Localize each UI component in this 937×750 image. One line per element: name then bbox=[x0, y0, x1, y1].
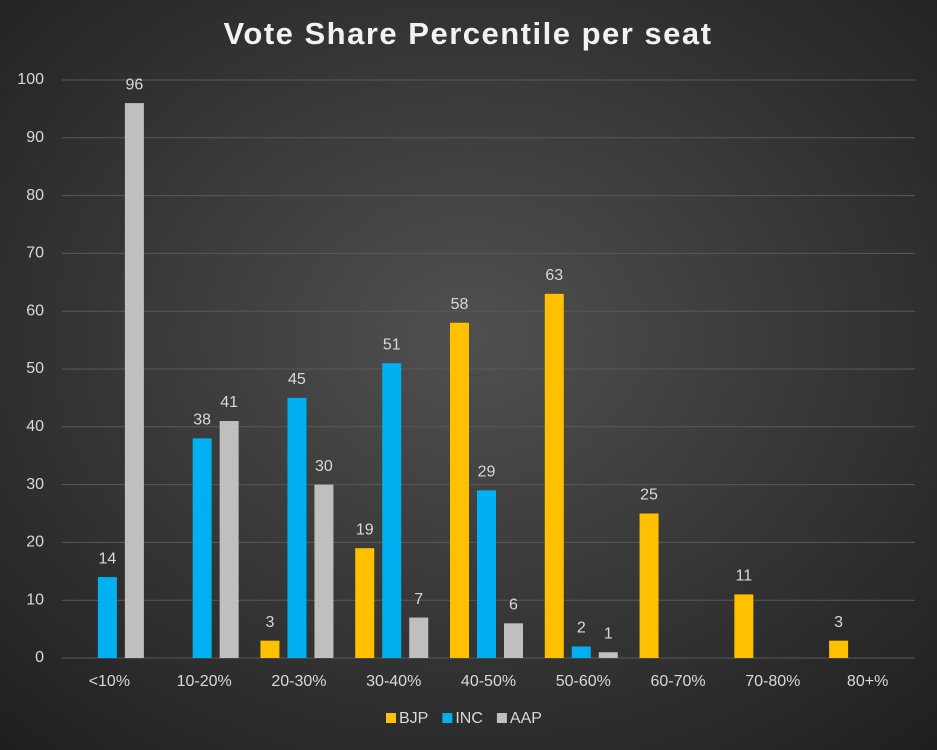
value-label: 2 bbox=[577, 620, 586, 637]
value-label: 96 bbox=[125, 76, 143, 93]
x-tick-label: 50-60% bbox=[556, 673, 611, 690]
y-tick-label: 20 bbox=[26, 534, 44, 551]
bar bbox=[544, 293, 564, 658]
y-tick-label: 50 bbox=[26, 360, 44, 377]
bar bbox=[504, 623, 523, 658]
legend-label: INC bbox=[455, 710, 483, 727]
x-tick-label: 60-70% bbox=[650, 673, 705, 690]
bar bbox=[734, 594, 754, 658]
y-tick-label: 100 bbox=[17, 71, 44, 88]
value-label: 3 bbox=[265, 614, 274, 631]
value-label: 7 bbox=[414, 591, 423, 608]
y-tick-label: 30 bbox=[26, 476, 44, 493]
value-label: 6 bbox=[509, 597, 518, 614]
x-tick-label: 10-20% bbox=[177, 673, 232, 690]
bar bbox=[598, 652, 618, 658]
value-label: 14 bbox=[98, 550, 116, 567]
bar bbox=[124, 103, 144, 659]
bar bbox=[409, 617, 429, 658]
x-tick-label: 80+% bbox=[847, 673, 888, 690]
bar bbox=[829, 640, 849, 658]
value-label: 25 bbox=[640, 487, 658, 504]
y-tick-label: 80 bbox=[26, 187, 44, 204]
x-tick-label: <10% bbox=[89, 673, 130, 690]
y-tick-label: 40 bbox=[26, 418, 44, 435]
bar bbox=[571, 646, 591, 658]
value-label: 45 bbox=[288, 371, 306, 388]
y-tick-label: 90 bbox=[26, 129, 44, 146]
legend-swatch bbox=[442, 713, 453, 723]
y-tick-label: 10 bbox=[26, 591, 44, 608]
value-label: 58 bbox=[451, 296, 469, 313]
value-label: 63 bbox=[545, 267, 563, 284]
bar bbox=[355, 548, 375, 658]
x-tick-label: 40-50% bbox=[461, 673, 516, 690]
value-label: 19 bbox=[356, 521, 374, 538]
bar bbox=[639, 513, 659, 658]
value-label: 38 bbox=[193, 412, 211, 429]
x-tick-label: 30-40% bbox=[366, 673, 421, 690]
bar bbox=[260, 640, 280, 658]
value-label: 29 bbox=[478, 464, 496, 481]
bar bbox=[450, 322, 469, 658]
value-label: 30 bbox=[315, 458, 333, 475]
value-label: 51 bbox=[383, 336, 401, 353]
bar bbox=[97, 577, 117, 658]
bar bbox=[287, 397, 307, 658]
bar bbox=[192, 438, 212, 658]
bar bbox=[219, 421, 239, 658]
x-tick-label: 20-30% bbox=[271, 673, 326, 690]
legend-label: AAP bbox=[510, 710, 542, 727]
bar bbox=[314, 484, 334, 658]
x-tick-label: 70-80% bbox=[745, 673, 800, 690]
bar bbox=[477, 490, 496, 658]
y-tick-label: 0 bbox=[35, 649, 44, 666]
legend-label: BJP bbox=[399, 710, 428, 727]
bar bbox=[382, 363, 402, 658]
legend-swatch bbox=[496, 713, 507, 723]
y-tick-label: 70 bbox=[26, 245, 44, 262]
value-label: 11 bbox=[736, 568, 753, 585]
legend-swatch bbox=[386, 713, 396, 723]
value-label: 41 bbox=[220, 394, 238, 411]
y-tick-label: 60 bbox=[26, 302, 44, 319]
value-label: 1 bbox=[604, 625, 613, 642]
chart-title: Vote Share Percentile per seat bbox=[224, 16, 713, 51]
value-label: 3 bbox=[834, 614, 843, 631]
